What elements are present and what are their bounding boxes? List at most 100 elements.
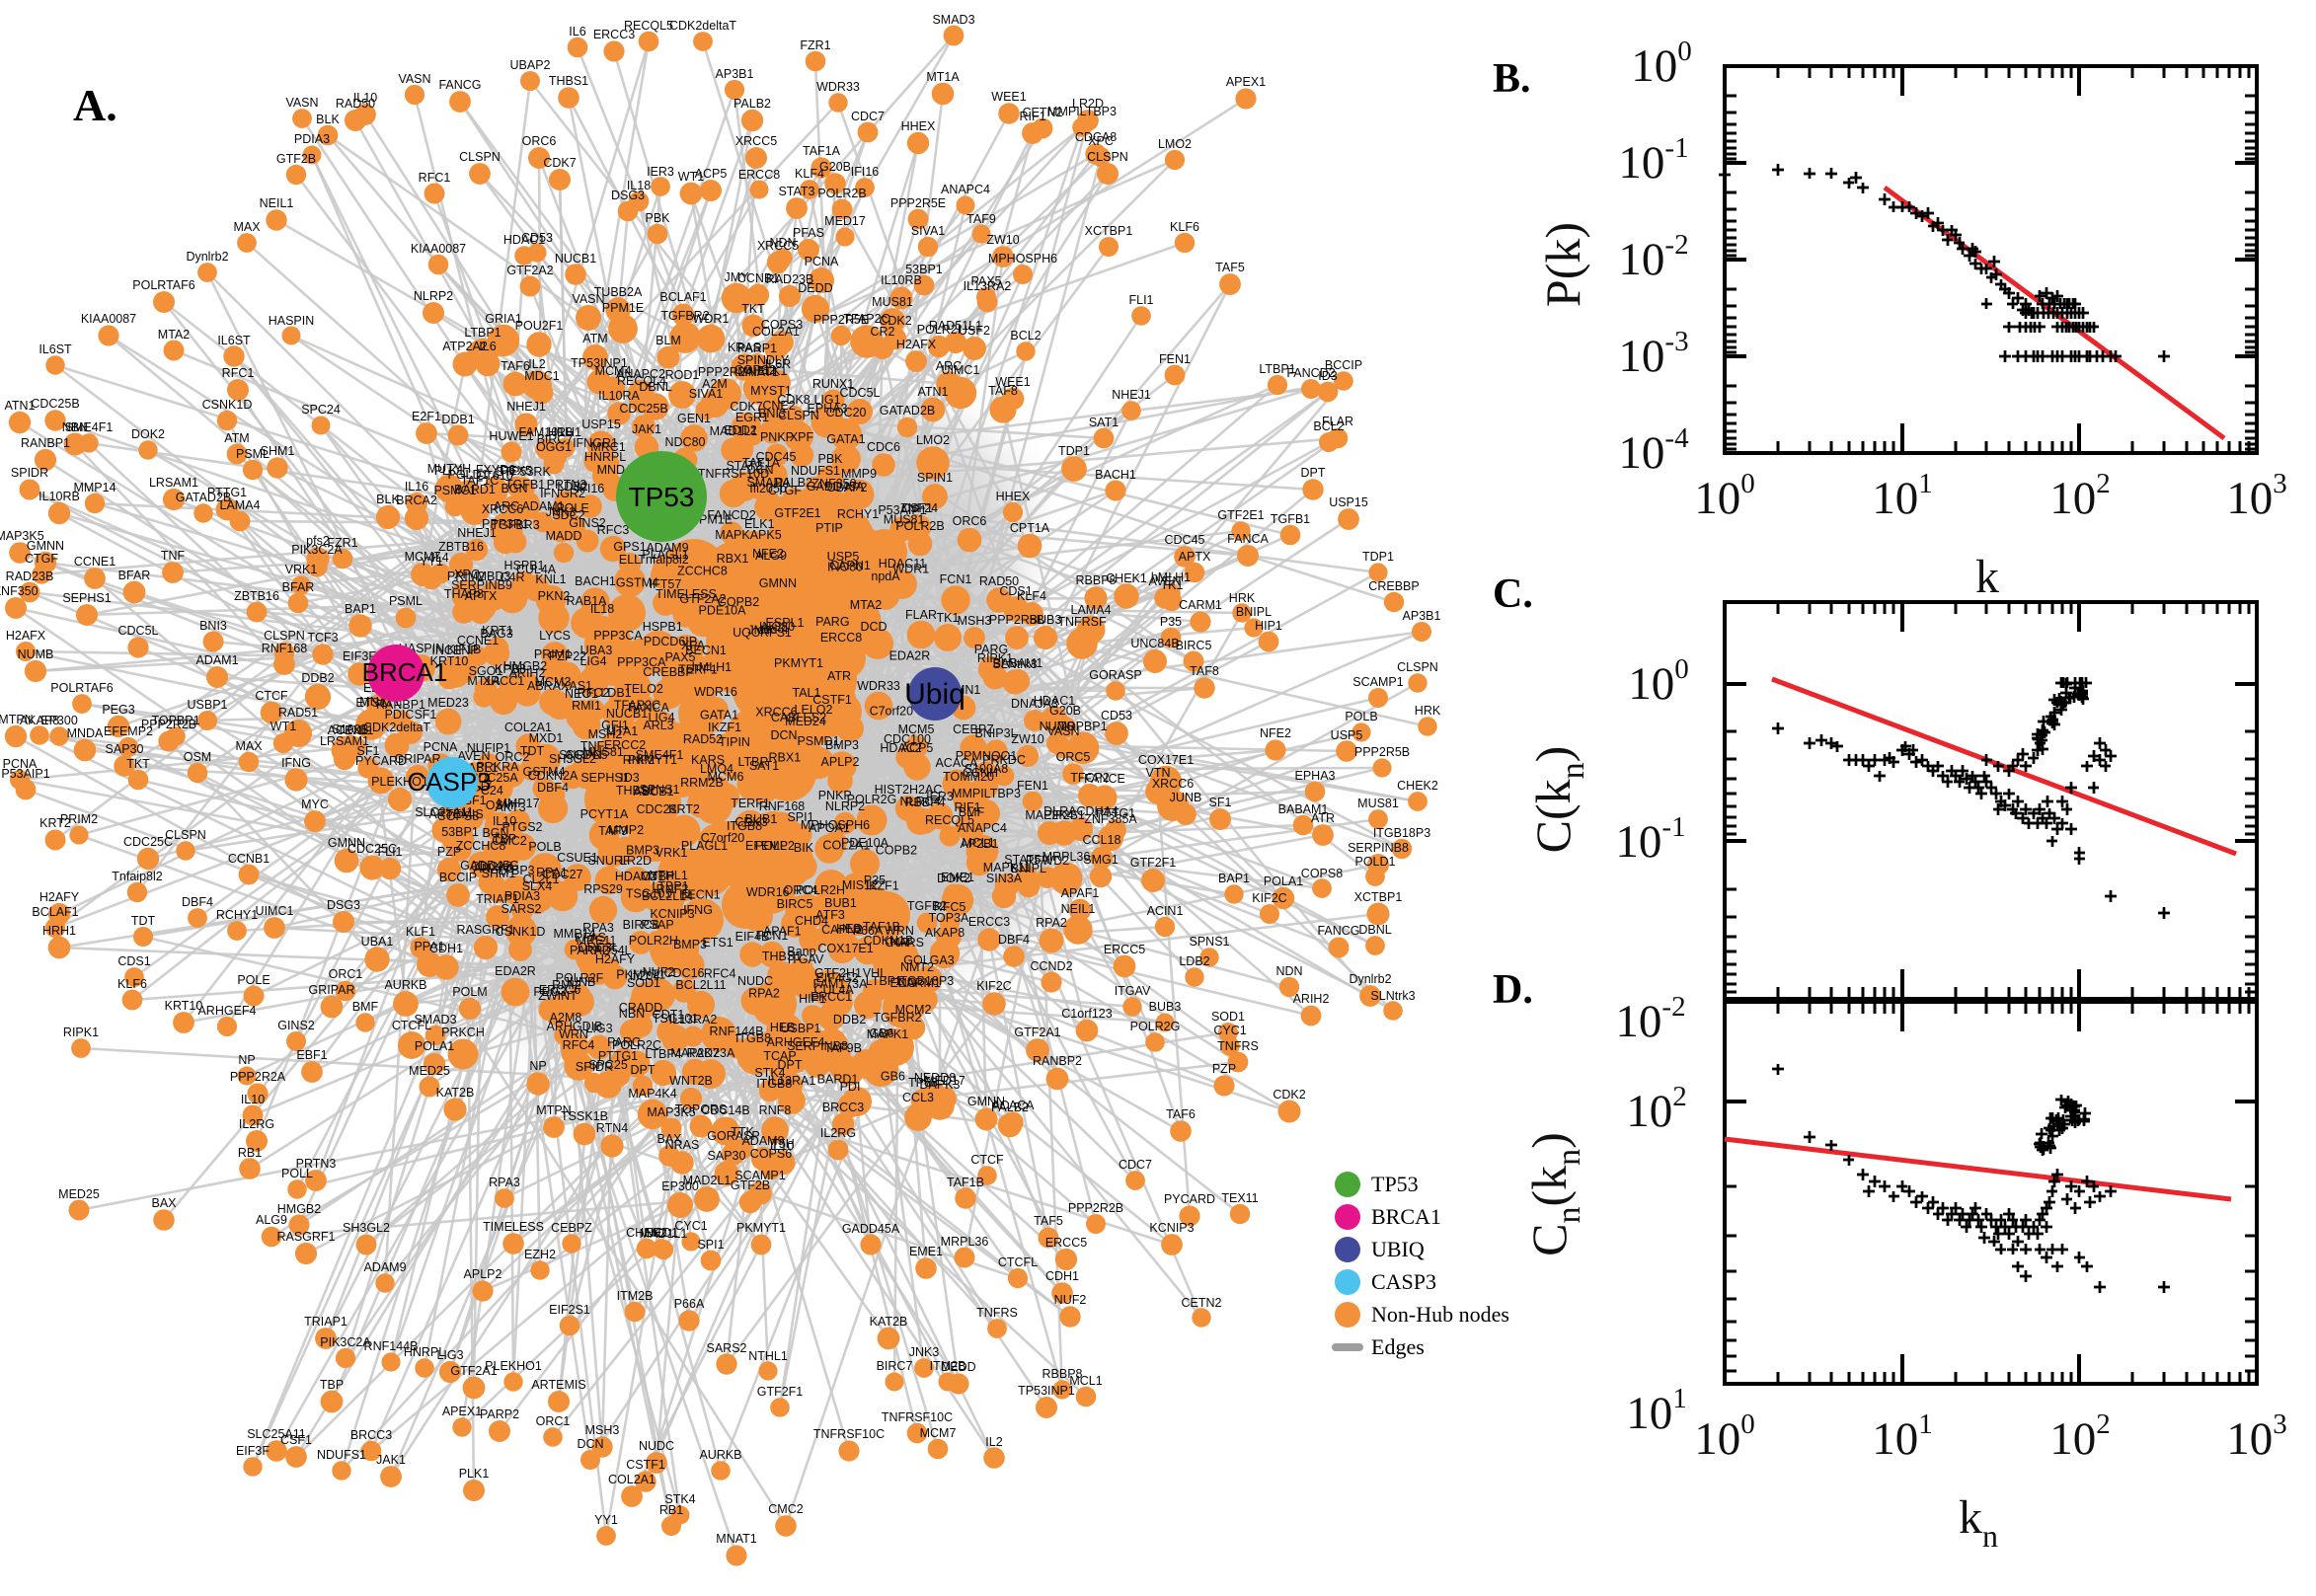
svg-text:BLK: BLK bbox=[376, 493, 400, 506]
svg-text:RNF144B: RNF144B bbox=[710, 1025, 764, 1038]
svg-text:AURKB: AURKB bbox=[384, 978, 426, 992]
svg-text:SAP30: SAP30 bbox=[708, 1149, 746, 1163]
svg-text:DOK2: DOK2 bbox=[131, 427, 165, 441]
svg-text:BNIPL: BNIPL bbox=[1011, 862, 1046, 875]
svg-text:CDC7: CDC7 bbox=[851, 110, 885, 123]
svg-text:PBK: PBK bbox=[645, 211, 670, 225]
svg-text:MED25: MED25 bbox=[58, 1187, 100, 1201]
svg-text:CCL3: CCL3 bbox=[902, 1091, 934, 1104]
svg-text:RPA2: RPA2 bbox=[748, 986, 780, 1000]
svg-text:Ubiq: Ubiq bbox=[904, 678, 965, 711]
svg-text:TRIAP1: TRIAP1 bbox=[476, 892, 519, 906]
svg-text:RFC1: RFC1 bbox=[222, 366, 255, 380]
svg-text:RRM2B: RRM2B bbox=[680, 776, 724, 790]
svg-text:HEB: HEB bbox=[770, 1021, 796, 1034]
svg-text:PZP: PZP bbox=[437, 845, 461, 859]
svg-text:PLAGL1: PLAGL1 bbox=[681, 839, 728, 853]
svg-text:IL10RA: IL10RA bbox=[598, 389, 640, 403]
svg-text:CCL18: CCL18 bbox=[1083, 833, 1121, 847]
svg-text:WDR16: WDR16 bbox=[694, 685, 737, 699]
svg-text:TGFB1: TGFB1 bbox=[1271, 512, 1310, 526]
svg-text:CLSPN: CLSPN bbox=[264, 629, 305, 643]
svg-text:GTF2F1: GTF2F1 bbox=[757, 1385, 804, 1399]
svg-text:HIP1: HIP1 bbox=[1255, 619, 1282, 633]
svg-text:ELK1: ELK1 bbox=[744, 517, 775, 531]
svg-text:GSTM4: GSTM4 bbox=[616, 575, 658, 589]
svg-text:MCM3: MCM3 bbox=[535, 675, 572, 689]
svg-text:APAF1: APAF1 bbox=[763, 924, 802, 938]
svg-text:ITGB18P3: ITGB18P3 bbox=[1373, 826, 1430, 840]
svg-text:APEX1: APEX1 bbox=[1226, 75, 1266, 89]
svg-text:NBN: NBN bbox=[619, 1007, 645, 1021]
svg-text:HRK: HRK bbox=[1415, 704, 1441, 718]
svg-text:POLL: POLL bbox=[281, 1167, 313, 1180]
svg-text:PPP3CA: PPP3CA bbox=[617, 655, 666, 669]
svg-text:SPIDR: SPIDR bbox=[576, 1060, 613, 1074]
svg-text:RAB1A: RAB1A bbox=[567, 594, 608, 608]
svg-text:TAF1A: TAF1A bbox=[742, 456, 781, 470]
svg-text:SMAD3: SMAD3 bbox=[414, 1013, 456, 1026]
svg-text:BIK: BIK bbox=[794, 841, 814, 855]
svg-text:BRCA2: BRCA2 bbox=[396, 494, 437, 507]
svg-text:MUS81: MUS81 bbox=[884, 512, 925, 526]
svg-text:THBS1: THBS1 bbox=[549, 74, 588, 88]
svg-text:CYC1: CYC1 bbox=[1213, 1024, 1246, 1037]
svg-text:PEG3: PEG3 bbox=[533, 985, 566, 999]
svg-text:H2AFX: H2AFX bbox=[6, 629, 46, 643]
svg-text:MTBP: MTBP bbox=[641, 870, 675, 883]
svg-text:RANBP2: RANBP2 bbox=[1033, 1054, 1082, 1068]
svg-text:EDA2R: EDA2R bbox=[889, 649, 931, 663]
svg-text:KAT2B: KAT2B bbox=[870, 1315, 908, 1329]
svg-text:GRIPAR: GRIPAR bbox=[309, 983, 355, 997]
svg-text:CDC25B: CDC25B bbox=[619, 402, 667, 416]
svg-text:BLM: BLM bbox=[656, 334, 681, 347]
svg-text:PEG3: PEG3 bbox=[102, 703, 134, 717]
svg-text:WDR33: WDR33 bbox=[816, 80, 860, 94]
svg-text:IL10: IL10 bbox=[241, 1093, 265, 1106]
svg-text:SAP30: SAP30 bbox=[106, 742, 144, 756]
svg-text:EBF1: EBF1 bbox=[296, 1048, 327, 1062]
svg-text:UIMC1: UIMC1 bbox=[256, 904, 294, 918]
svg-text:CDC6: CDC6 bbox=[867, 440, 900, 454]
svg-text:RNF8: RNF8 bbox=[759, 1103, 792, 1117]
svg-text:AP3B1: AP3B1 bbox=[716, 67, 754, 81]
svg-text:KIAA0087: KIAA0087 bbox=[411, 242, 466, 256]
svg-text:TCF3: TCF3 bbox=[307, 631, 338, 645]
svg-text:ADAM9: ADAM9 bbox=[646, 541, 688, 555]
svg-text:POLA1: POLA1 bbox=[415, 1039, 454, 1053]
svg-text:HRH1: HRH1 bbox=[548, 425, 581, 439]
svg-text:BIRC5: BIRC5 bbox=[1176, 639, 1212, 652]
svg-text:SCAMP1: SCAMP1 bbox=[1352, 675, 1403, 689]
svg-text:TGFBR2: TGFBR2 bbox=[873, 1011, 921, 1025]
svg-text:EDD2: EDD2 bbox=[724, 423, 756, 437]
svg-text:RNF144B: RNF144B bbox=[364, 1339, 419, 1353]
svg-text:P35: P35 bbox=[1160, 615, 1182, 629]
svg-text:B.: B. bbox=[1493, 56, 1531, 102]
svg-text:hMLH1: hMLH1 bbox=[1151, 570, 1191, 584]
svg-text:TNF: TNF bbox=[161, 549, 186, 563]
svg-text:CCNE1: CCNE1 bbox=[74, 555, 116, 569]
svg-text:CDC5L: CDC5L bbox=[840, 386, 881, 400]
svg-text:GMNN: GMNN bbox=[759, 576, 797, 590]
svg-text:USP5: USP5 bbox=[1331, 728, 1363, 742]
svg-text:CCDC5: CCDC5 bbox=[565, 748, 607, 762]
svg-text:ELL: ELL bbox=[619, 553, 641, 567]
svg-text:C4R: C4R bbox=[885, 936, 909, 950]
svg-text:CDS1: CDS1 bbox=[999, 584, 1032, 598]
svg-text:MSH3: MSH3 bbox=[585, 1423, 620, 1437]
svg-text:COPB2: COPB2 bbox=[876, 844, 917, 858]
svg-text:RAD23B: RAD23B bbox=[6, 570, 54, 583]
svg-text:BUB1: BUB1 bbox=[824, 896, 857, 910]
svg-text:ZW10: ZW10 bbox=[986, 233, 1019, 247]
svg-text:USF2: USF2 bbox=[959, 324, 990, 338]
svg-text:WT1: WT1 bbox=[270, 720, 296, 733]
svg-text:KIF2C: KIF2C bbox=[1252, 891, 1286, 905]
svg-text:LAMA4: LAMA4 bbox=[220, 498, 261, 512]
svg-text:WDR16: WDR16 bbox=[746, 885, 790, 899]
svg-text:GPS1: GPS1 bbox=[613, 540, 646, 554]
svg-text:PPP3CA: PPP3CA bbox=[593, 629, 643, 643]
svg-text:MMPILTBP3: MMPILTBP3 bbox=[1047, 105, 1117, 118]
svg-text:APEX1: APEX1 bbox=[442, 1405, 482, 1418]
svg-text:FZR1: FZR1 bbox=[800, 38, 830, 52]
svg-text:COX17E1: COX17E1 bbox=[1138, 753, 1194, 767]
